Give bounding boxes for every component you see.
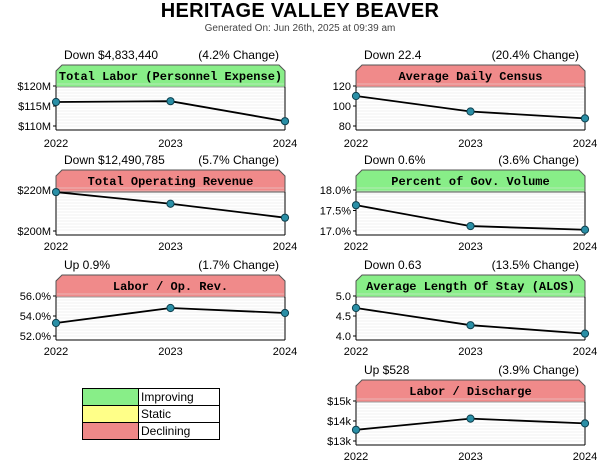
chart-data-point [351,303,361,313]
chart-header-title: Average Daily Census [398,70,542,84]
chart-data-point [280,308,290,318]
legend-row-static: Static [82,405,220,423]
chart-data-point [580,419,590,428]
chart-header-title: Total Operating Revenue [88,175,254,189]
chart-xtick-label: 2024 [273,138,297,150]
chart-data-point [351,201,361,210]
chart-xtick-label: 2023 [458,138,482,150]
chart-data-point [466,321,475,330]
chart-xtick-label: 2024 [273,241,297,253]
chart-ytick-label: 120 [333,81,351,93]
chart-data-point [280,117,290,126]
chart-summary-right: (20.4% Change) [492,48,579,62]
chart-ytick-label: 17.0% [320,226,351,238]
chart-ytick-label: $200M [17,226,51,238]
chart-summary-left: Down 22.4 [364,48,422,62]
legend-swatch-declining [82,422,139,440]
chart-summary-left: Down 0.6% [364,153,426,167]
legend-row-declining: Declining [82,422,220,440]
chart-xtick-label: 2023 [158,346,182,358]
chart-summary-left: Down 0.63 [364,258,422,272]
chart-xtick-label: 2024 [573,241,597,253]
chart-xtick-label: 2023 [458,241,482,253]
chart-ytick-label: 54.0% [20,311,51,323]
chart-ytick-label: 4.5 [336,311,351,323]
chart-data-point [51,187,61,197]
chart-xtick-label: 2022 [44,138,68,150]
chart-header-title: Labor / Discharge [409,385,531,399]
chart-data-point [580,329,590,338]
chart-data-point [466,107,475,116]
chart-xtick-label: 2023 [158,138,182,150]
chart-data-point [280,213,290,222]
chart-summary-right: (3.9% Change) [498,363,579,377]
chart-header-title: Total Labor (Personnel Expense) [59,70,282,84]
generated-timestamp: Generated On: Jun 26th, 2025 at 09:39 am [204,23,396,34]
legend-swatch-improving [82,388,139,406]
legend-label-improving: Improving [138,388,220,406]
legend: Improving Static Declining [82,388,220,440]
chart-xtick-label: 2023 [458,346,482,358]
chart-xtick-label: 2022 [44,241,68,253]
chart-ytick-label: $110M [18,121,51,133]
chart-ytick-label: $220M [17,185,51,197]
chart-xtick-label: 2022 [344,241,368,253]
chart-header-title: Average Length Of Stay (ALOS) [366,280,575,294]
chart-xtick-label: 2024 [573,138,597,150]
page-title: HERITAGE VALLEY BEAVER [160,0,440,22]
chart-xtick-label: 2023 [458,451,482,463]
chart-xtick-label: 2022 [344,346,368,358]
chart-summary-right: (1.7% Change) [198,258,279,272]
chart-ytick-label: $115M [18,101,51,113]
chart-data-point [51,318,61,328]
chart-data-point [166,303,175,313]
chart-xtick-label: 2024 [573,346,597,358]
chart-xtick-label: 2024 [573,451,597,463]
chart-ytick-label: 4.0 [336,331,351,343]
chart-ytick-label: 56.0% [20,291,51,303]
chart-data-point [51,97,61,107]
chart-data-point [351,425,361,434]
chart-summary-left: Up 0.9% [64,258,110,272]
chart-data-point [466,221,475,231]
chart-ytick-label: $120M [17,81,51,93]
legend-swatch-static [82,405,139,423]
chart-data-point [466,414,475,423]
chart-header-title: Percent of Gov. Volume [391,175,549,189]
chart-data-point [580,225,590,234]
chart-xtick-label: 2022 [344,451,368,463]
legend-row-improving: Improving [82,388,220,406]
chart-ytick-label: 52.0% [20,331,51,343]
chart-summary-right: (13.5% Change) [492,258,579,272]
chart-ytick-label: 17.5% [320,206,351,218]
chart-data-point [166,199,175,208]
chart-ytick-label: 18.0% [320,185,351,197]
chart-ytick-label: 5.0 [336,291,351,303]
chart-ytick-label: $15k [327,396,351,408]
chart-summary-left: Up $528 [364,363,410,377]
chart-summary-right: (5.7% Change) [198,153,279,167]
chart-ytick-label: 80 [339,121,351,133]
legend-label-declining: Declining [138,422,220,440]
chart-data-point [351,91,361,101]
chart-xtick-label: 2022 [344,138,368,150]
chart-xtick-label: 2022 [44,346,68,358]
chart-ytick-label: $14k [327,416,351,428]
legend-label-static: Static [138,405,220,423]
chart-summary-right: (3.6% Change) [498,153,579,167]
chart-summary-right: (4.2% Change) [198,48,279,62]
chart-summary-left: Down $12,490,785 [64,153,165,167]
chart-data-point [166,97,175,106]
chart-data-point [580,114,590,123]
chart-ytick-label: $13k [327,436,351,448]
chart-ytick-label: 100 [333,101,351,113]
chart-xtick-label: 2023 [158,241,182,253]
chart-xtick-label: 2024 [273,346,297,358]
chart-summary-left: Down $4,833,440 [64,48,158,62]
chart-header-title: Labor / Op. Rev. [113,280,228,294]
